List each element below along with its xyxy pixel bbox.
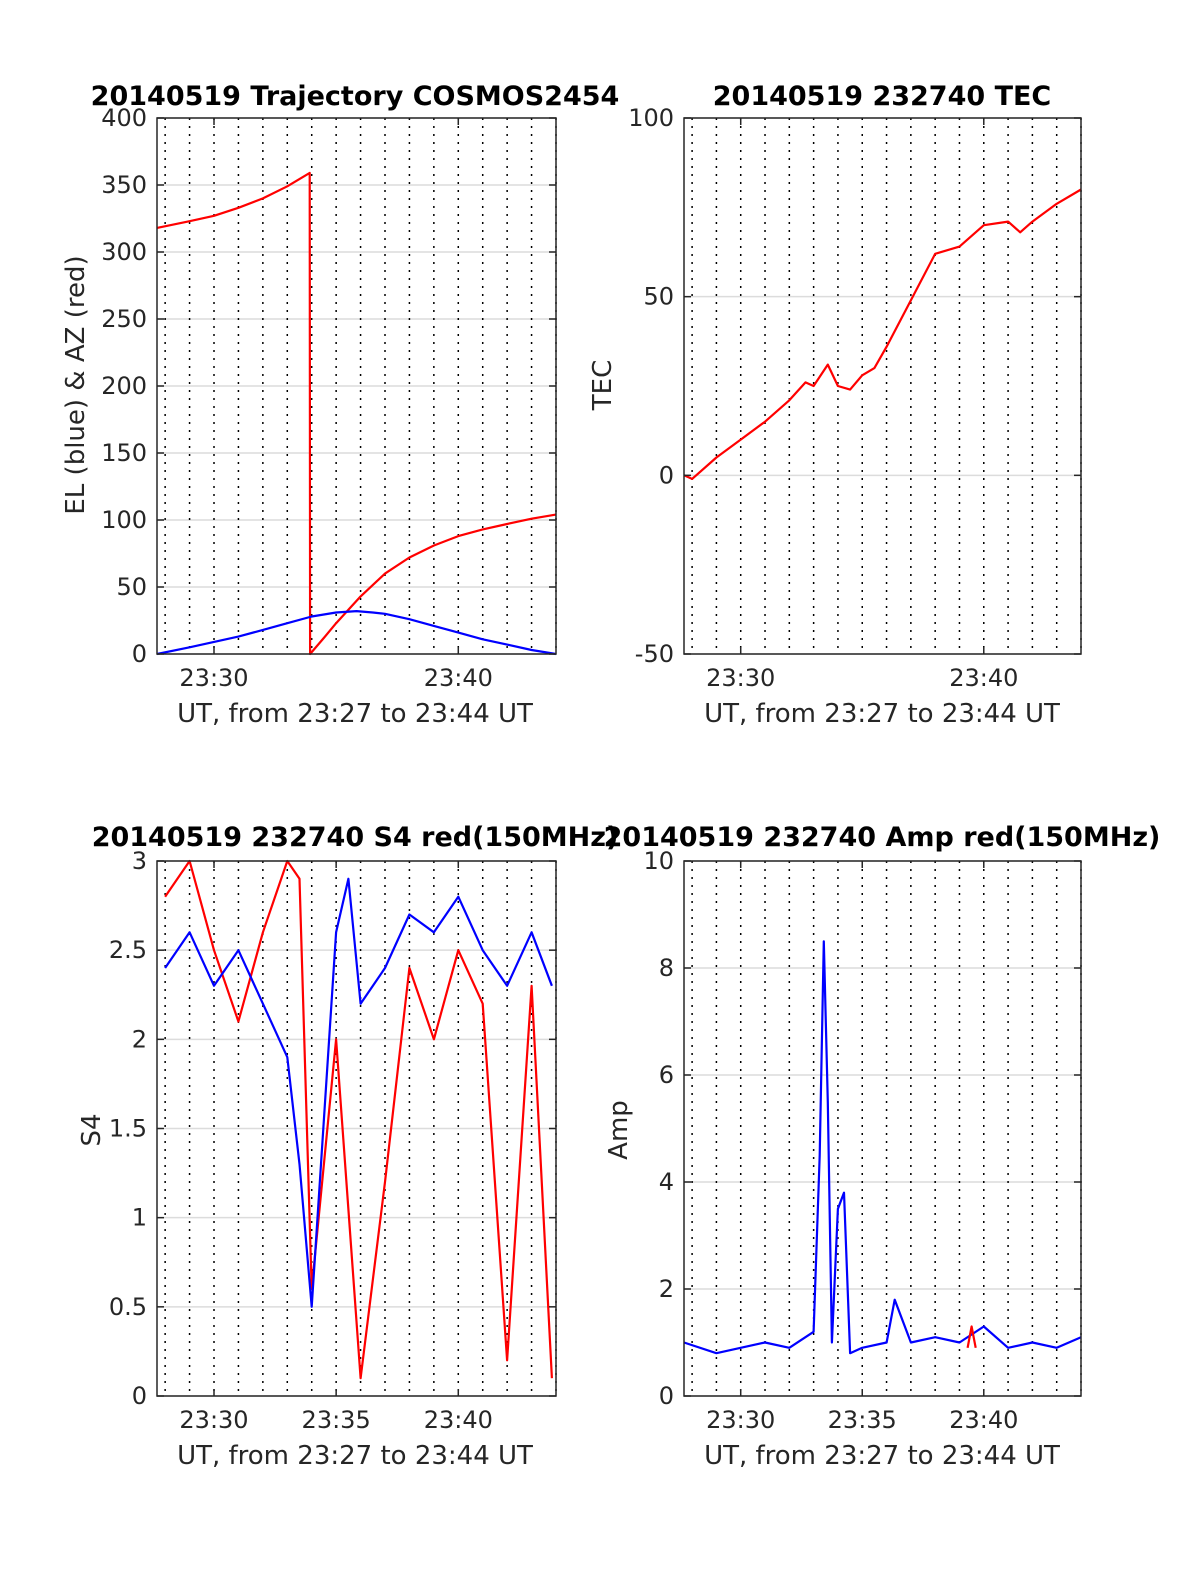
amp-axes — [683, 860, 1082, 1397]
amp-ytick-label: 4 — [659, 1168, 674, 1196]
amp-ytick-label: 2 — [659, 1275, 674, 1303]
trajectory-ytick-label: 350 — [101, 171, 147, 199]
tec-xtick-label: 23:30 — [706, 664, 775, 692]
s4-xtick-label: 23:40 — [424, 1406, 493, 1434]
s4-ytick-label: 0.5 — [109, 1293, 147, 1321]
s4-ytick-label: 2 — [132, 1025, 147, 1053]
amp-series-0 — [683, 940, 1082, 1355]
trajectory-ytick-label: 100 — [101, 506, 147, 534]
s4-ytick-label: 2.5 — [109, 936, 147, 964]
s4-ytick-label: 0 — [132, 1382, 147, 1410]
tec-xtick-label: 23:40 — [949, 664, 1018, 692]
trajectory-ytick-label: 400 — [101, 104, 147, 132]
tec-title: 20140519 232740 TEC — [713, 81, 1052, 112]
s4-xtick-label: 23:30 — [179, 1406, 248, 1434]
amp-ytick-label: 10 — [643, 847, 674, 875]
trajectory-ytick-label: 150 — [101, 439, 147, 467]
s4-ytick-label: 3 — [132, 847, 147, 875]
amp-xtick-label: 23:30 — [706, 1406, 775, 1434]
trajectory-xlabel: UT, from 23:27 to 23:44 UT — [177, 699, 533, 729]
trajectory-panel: 20140519 Trajectory COSMOS2454 UT, from … — [61, 81, 619, 729]
amp-ytick-label: 8 — [659, 954, 674, 982]
amp-xlabel: UT, from 23:27 to 23:44 UT — [704, 1441, 1060, 1471]
trajectory-xtick-label: 23:30 — [179, 664, 248, 692]
tec-series-0 — [683, 188, 1082, 480]
trajectory-title: 20140519 Trajectory COSMOS2454 — [91, 81, 620, 112]
amp-panel: 20140519 232740 Amp red(150MHz) UT, from… — [604, 822, 1161, 1471]
amp-title: 20140519 232740 Amp red(150MHz) — [604, 822, 1161, 853]
s4-xlabel: UT, from 23:27 to 23:44 UT — [177, 1441, 533, 1471]
trajectory-series-0 — [156, 171, 557, 656]
tec-ytick-label: -50 — [635, 640, 674, 668]
amp-series-1 — [966, 1325, 977, 1349]
tec-xlabel: UT, from 23:27 to 23:44 UT — [704, 699, 1060, 729]
trajectory-series-1 — [156, 609, 557, 656]
amp-ytick-label: 6 — [659, 1061, 674, 1089]
s4-panel: 20140519 232740 S4 red(150MHz) UT, from … — [77, 822, 618, 1471]
s4-title: 20140519 232740 S4 red(150MHz) — [92, 822, 619, 853]
trajectory-xtick-label: 23:40 — [424, 664, 493, 692]
amp-ylabel: Amp — [604, 1100, 634, 1160]
tec-ytick-label: 100 — [628, 104, 674, 132]
trajectory-ylabel: EL (blue) & AZ (red) — [61, 255, 91, 514]
s4-ylabel: S4 — [77, 1113, 107, 1146]
s4-xtick-label: 23:35 — [302, 1406, 371, 1434]
trajectory-ytick-label: 50 — [116, 573, 147, 601]
tec-ytick-label: 50 — [643, 283, 674, 311]
tec-ylabel: TEC — [588, 360, 618, 411]
s4-ytick-label: 1.5 — [109, 1115, 147, 1143]
s4-ytick-label: 1 — [132, 1204, 147, 1232]
s4-series-1 — [164, 877, 553, 1308]
trajectory-ytick-label: 300 — [101, 238, 147, 266]
amp-xtick-label: 23:40 — [949, 1406, 1018, 1434]
trajectory-ytick-label: 200 — [101, 372, 147, 400]
tec-ytick-label: 0 — [659, 461, 674, 489]
trajectory-ytick-label: 250 — [101, 305, 147, 333]
amp-xtick-label: 23:35 — [828, 1406, 897, 1434]
tec-axes — [683, 117, 1082, 655]
trajectory-ytick-label: 0 — [132, 640, 147, 668]
amp-ytick-label: 0 — [659, 1382, 674, 1410]
s4-series-0 — [164, 859, 553, 1380]
tec-panel: 20140519 232740 TEC UT, from 23:27 to 23… — [588, 81, 1082, 729]
